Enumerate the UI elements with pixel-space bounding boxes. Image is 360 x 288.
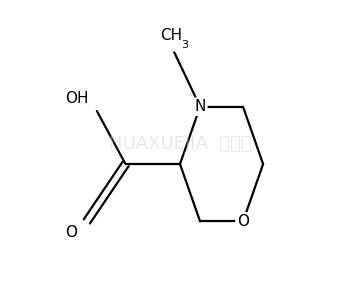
Text: CH: CH (160, 28, 182, 43)
Text: HUAXUEJIA  化学加: HUAXUEJIA 化学加 (109, 135, 251, 153)
Text: O: O (65, 225, 77, 240)
Text: O: O (237, 214, 249, 229)
Text: 3: 3 (181, 40, 188, 50)
Text: N: N (194, 99, 206, 114)
Text: OH: OH (65, 91, 89, 106)
